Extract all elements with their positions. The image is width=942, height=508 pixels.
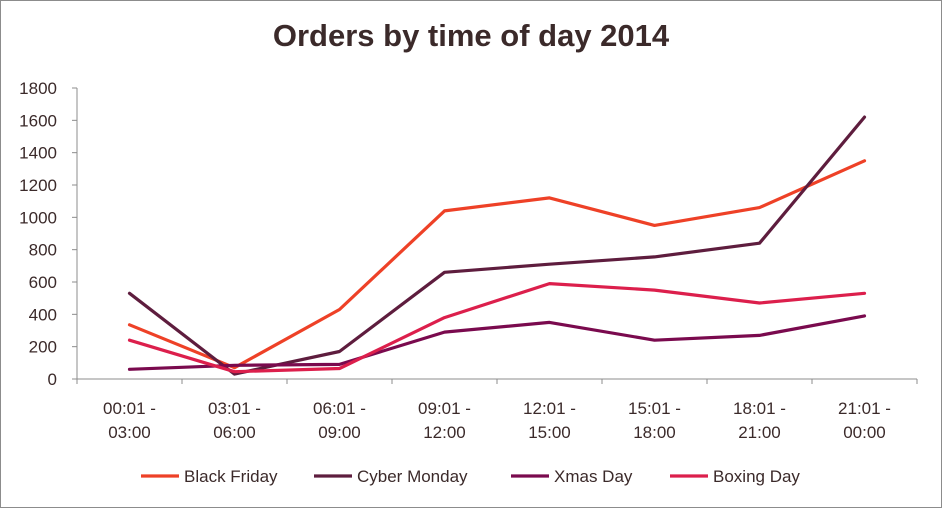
x-tick-label: 18:01 - 21:00	[733, 399, 786, 442]
y-tick-label: 1800	[19, 79, 57, 98]
x-tick-label: 00:01 - 03:00	[103, 399, 156, 442]
y-tick-label: 1400	[19, 144, 57, 163]
series-line-xmas-day	[127, 314, 867, 371]
legend-label-xmas-day: Xmas Day	[554, 467, 633, 486]
x-tick-label-line: 21:00	[738, 423, 781, 442]
x-tick-label: 15:01 - 18:00	[628, 399, 681, 442]
x-tick-label-line: 06:01 -	[313, 399, 366, 418]
series-line-black-friday	[127, 159, 867, 370]
x-tick-label: 12:01 - 15:00	[523, 399, 576, 442]
chart-title: Orders by time of day 2014	[272, 18, 670, 53]
y-tick-label: 1000	[19, 208, 57, 227]
y-tick-label: 400	[29, 305, 57, 324]
x-tick-label-line: 03:01 -	[208, 399, 261, 418]
x-tick-label-line: 12:01 -	[523, 399, 576, 418]
x-tick-label: 09:01 - 12:00	[418, 399, 471, 442]
x-tick-label-line: 12:00	[423, 423, 466, 442]
x-tick-label: 06:01 - 09:00	[313, 399, 366, 442]
x-tick-label: 21:01 - 00:00	[838, 399, 891, 442]
x-tick-label-line: 21:01 -	[838, 399, 891, 418]
x-tick-label-line: 15:01 -	[628, 399, 681, 418]
y-tick-label: 800	[29, 241, 57, 260]
legend-label-cyber-monday: Cyber Monday	[357, 467, 468, 486]
y-tick-label: 1200	[19, 176, 57, 195]
x-tick-label-line: 09:00	[318, 423, 361, 442]
y-tick-label: 1600	[19, 111, 57, 130]
x-tick-label-line: 00:00	[843, 423, 886, 442]
series-line-boxing-day	[127, 282, 867, 374]
x-tick-label-line: 09:01 -	[418, 399, 471, 418]
x-tick-label-line: 03:00	[108, 423, 151, 442]
x-tick-label-line: 15:00	[528, 423, 571, 442]
y-tick-label: 0	[48, 370, 57, 389]
x-tick-label-line: 18:00	[633, 423, 676, 442]
x-tick-label-line: 18:01 -	[733, 399, 786, 418]
legend-label-black-friday: Black Friday	[184, 467, 278, 486]
x-tick-label-line: 00:01 -	[103, 399, 156, 418]
legend-label-boxing-day: Boxing Day	[713, 467, 800, 486]
x-tick-label: 03:01 - 06:00	[208, 399, 261, 442]
x-tick-label-line: 06:00	[213, 423, 256, 442]
y-tick-label: 200	[29, 338, 57, 357]
y-tick-label: 600	[29, 273, 57, 292]
